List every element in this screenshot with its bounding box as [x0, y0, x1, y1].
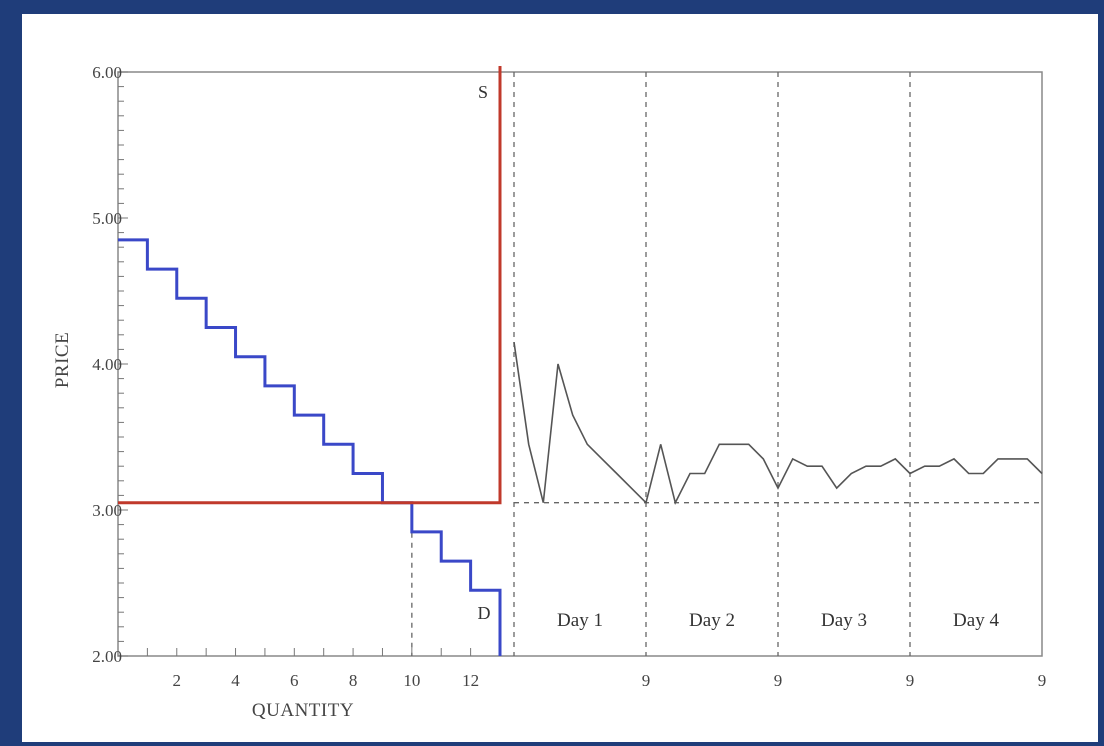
plot-border	[117, 71, 1043, 657]
demand-label: D	[478, 603, 491, 623]
x-tick-label: 12	[462, 671, 479, 690]
day-label: Day 1	[557, 610, 603, 631]
price-series-line	[513, 341, 1043, 505]
guide-lines	[411, 72, 1042, 656]
x-tick-label: 2	[173, 671, 182, 690]
x-axis: 2 4 6 8 10 12	[146, 648, 501, 690]
y-tick-label: 6.00	[92, 63, 122, 82]
day-labels: Day 1 Day 2 Day 3 Day 4	[557, 610, 999, 631]
y-tick-label: 3.00	[92, 501, 122, 520]
x-axis-title: QUANTITY	[252, 700, 354, 721]
x-tick-label: 10	[403, 671, 420, 690]
x-tick-label: 8	[349, 671, 358, 690]
y-tick-label: 4.00	[92, 355, 122, 374]
day-label: Day 4	[953, 610, 999, 631]
day-label: Day 3	[821, 610, 867, 631]
demand-curve	[118, 238, 502, 656]
supply-curve	[118, 66, 502, 505]
market-chart: 2.00 3.00 4.00 5.00 6.00 2 4 6 8 10 12 Day 1 Day 2…	[52, 63, 1047, 721]
y-axis-title: PRICE	[52, 332, 73, 388]
y-tick-label: 2.00	[92, 647, 122, 666]
day-end-label: 9	[1038, 671, 1047, 690]
chart-frame: 2.00 3.00 4.00 5.00 6.00 2 4 6 8 10 12 Day 1 Day 2…	[22, 14, 1098, 742]
x-tick-label: 4	[231, 671, 240, 690]
y-axis: 2.00 3.00 4.00 5.00 6.00	[92, 63, 128, 666]
day-end-label: 9	[774, 671, 783, 690]
x-tick-label: 6	[290, 671, 299, 690]
day-end-label: 9	[906, 671, 915, 690]
day-label: Day 2	[689, 610, 735, 631]
day-end-label: 9	[642, 671, 651, 690]
day-end-labels: 9 9 9 9	[642, 671, 1047, 690]
supply-label: S	[478, 82, 488, 102]
y-tick-label: 5.00	[92, 209, 122, 228]
